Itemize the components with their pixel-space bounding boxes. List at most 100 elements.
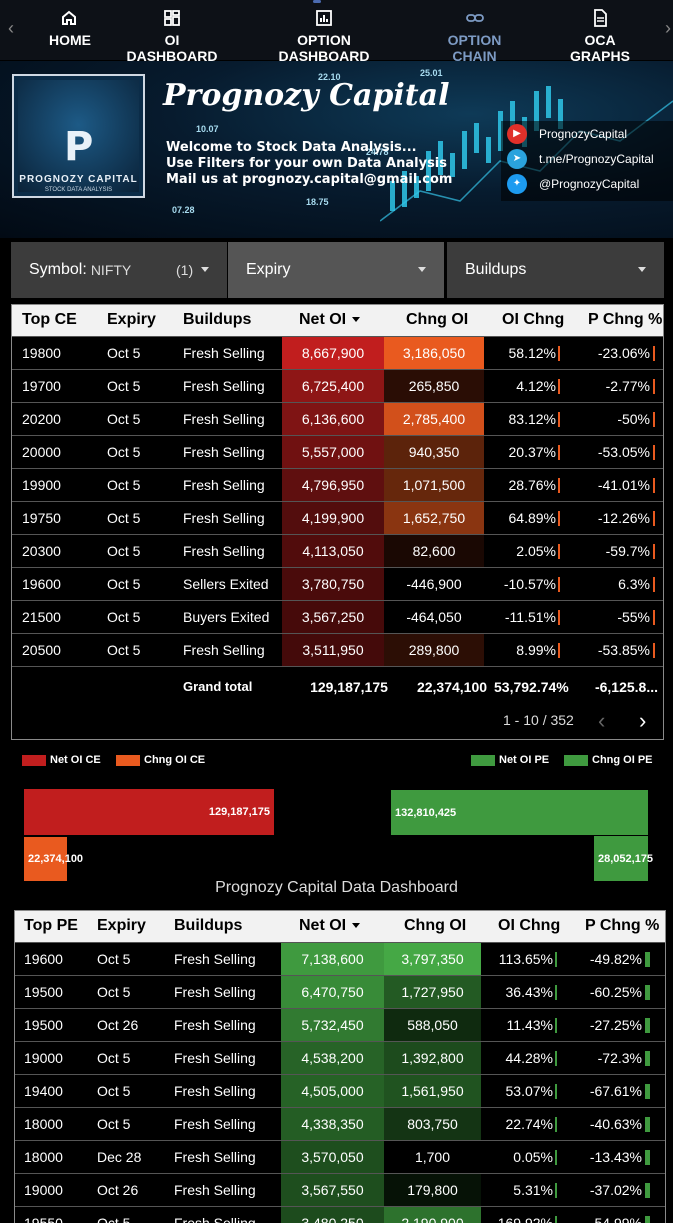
table-row[interactable]: 19550 Oct 5 Fresh Selling 3,480,250 2,190,90… xyxy=(15,1206,665,1223)
col-header-net-oi[interactable]: Net OI xyxy=(299,917,361,935)
cell-oi-chng: 113.65% xyxy=(498,951,553,967)
cell-expiry: Oct 5 xyxy=(107,477,141,493)
table-row[interactable]: 19600 Oct 5 Sellers Exited 3,780,750 -446,90… xyxy=(12,567,663,600)
cell-expiry: Oct 5 xyxy=(97,1083,131,1099)
chart-bar-net-oi-pe[interactable]: 132,810,425 xyxy=(391,790,648,835)
cell-oi-chng: 83.12% xyxy=(508,411,556,427)
nav-scroll-left-icon[interactable]: ‹ xyxy=(8,18,14,38)
cell-net-oi: 3,567,550 xyxy=(301,1182,364,1198)
table-row[interactable]: 19500 Oct 5 Fresh Selling 6,470,750 1,727,95… xyxy=(15,975,665,1008)
cell-buildup: Fresh Selling xyxy=(183,345,265,361)
table-row[interactable]: 18000 Oct 5 Fresh Selling 4,338,350 803,750 2… xyxy=(15,1107,665,1140)
table-row[interactable]: 19750 Oct 5 Fresh Selling 4,199,900 1,652,75… xyxy=(12,501,663,534)
table-row[interactable]: 19900 Oct 5 Fresh Selling 4,796,950 1,071,50… xyxy=(12,468,663,501)
cell-expiry: Oct 5 xyxy=(97,1116,131,1132)
buildups-filter[interactable]: Buildups xyxy=(447,242,664,298)
oi-chng-bar xyxy=(555,1216,557,1223)
col-header-net-oi[interactable]: Net OI xyxy=(299,311,361,329)
col-header-buildups[interactable]: Buildups xyxy=(174,917,243,934)
chart-bar-chng-oi-pe[interactable]: 28,052,175 xyxy=(594,836,653,881)
table-row[interactable]: 19600 Oct 5 Fresh Selling 7,138,600 3,797,35… xyxy=(15,942,665,975)
table-row[interactable]: 20200 Oct 5 Fresh Selling 6,136,600 2,785,40… xyxy=(12,402,663,435)
nav-oca-graphs[interactable]: OCA GRAPHS xyxy=(556,8,644,64)
chevron-down-icon xyxy=(201,267,209,272)
cell-expiry: Oct 5 xyxy=(107,576,141,592)
oi-chng-bar xyxy=(555,952,557,967)
cell-p-chng: -41.01% xyxy=(597,477,650,493)
legend-net-oi-ce: Net OI CE xyxy=(22,754,101,766)
table-row[interactable]: 19000 Oct 26 Fresh Selling 3,567,550 179,800… xyxy=(15,1173,665,1206)
cell-net-oi: 4,338,350 xyxy=(301,1116,364,1132)
cell-buildup: Fresh Selling xyxy=(174,1017,256,1033)
logo-title: PROGNOZY CAPITAL xyxy=(19,174,138,185)
nav-home[interactable]: HOME xyxy=(49,8,91,48)
oi-chng-bar xyxy=(558,577,560,592)
cell-net-oi: 3,480,250 xyxy=(301,1215,364,1223)
col-header-expiry[interactable]: Expiry xyxy=(97,917,146,934)
col-header-oi-chng[interactable]: OI Chng xyxy=(502,311,565,328)
net-oi-heat-cell xyxy=(281,976,384,1008)
welcome-line: Welcome to Stock Data Analysis... xyxy=(166,140,417,155)
table-row[interactable]: 20300 Oct 5 Fresh Selling 4,113,050 82,600 2.… xyxy=(12,534,663,567)
table-row[interactable]: 19000 Oct 5 Fresh Selling 4,538,200 1,392,80… xyxy=(15,1041,665,1074)
table-row[interactable]: 19700 Oct 5 Fresh Selling 6,725,400 265,850 4… xyxy=(12,369,663,402)
symbol-filter[interactable]: Symbol: NIFTY (1) xyxy=(11,242,227,298)
cell-strike: 18000 xyxy=(24,1116,63,1132)
cell-chng-oi: -464,050 xyxy=(406,609,462,625)
nav-option-dashboard[interactable]: OPTION DASHBOARD xyxy=(254,8,394,64)
table-row[interactable]: 19500 Oct 26 Fresh Selling 5,732,450 588,050… xyxy=(15,1008,665,1041)
cell-buildup: Fresh Selling xyxy=(174,1116,256,1132)
legend-label: Net OI PE xyxy=(499,754,550,766)
col-header-strike[interactable]: Top CE xyxy=(22,311,77,328)
col-header-chng-oi[interactable]: Chng OI xyxy=(406,311,469,328)
table-row[interactable]: 21500 Oct 5 Buyers Exited 3,567,250 -464,050… xyxy=(12,600,663,633)
chart-bar-chng-oi-ce[interactable]: 22,374,100 xyxy=(24,837,83,881)
chng-oi-heat-cell xyxy=(384,1075,481,1107)
nav-oi-dashboard[interactable]: OI DASHBOARD xyxy=(121,8,223,64)
cell-strike: 19900 xyxy=(22,477,61,493)
legend-net-oi-pe: Net OI PE xyxy=(471,754,549,766)
grand-total-p-chng: -6,125.8... xyxy=(594,679,658,695)
cell-strike: 19400 xyxy=(24,1083,63,1099)
table-row[interactable]: 20500 Oct 5 Fresh Selling 3,511,950 289,800 8… xyxy=(12,633,663,666)
col-header-oi-chng[interactable]: OI Chng xyxy=(498,917,561,934)
prev-page-icon[interactable]: ‹ xyxy=(598,708,606,733)
cell-chng-oi: 1,652,750 xyxy=(402,510,466,526)
cell-p-chng: -72.3% xyxy=(597,1050,642,1066)
next-page-icon[interactable]: › xyxy=(639,708,647,733)
cell-expiry: Oct 5 xyxy=(107,510,141,526)
sort-desc-icon xyxy=(352,317,361,323)
p-chng-bar xyxy=(653,544,655,559)
chevron-down-icon xyxy=(638,267,646,272)
col-header-chng-oi[interactable]: Chng OI xyxy=(404,917,467,934)
oi-chng-bar xyxy=(555,1183,557,1198)
table-row[interactable]: 19400 Oct 5 Fresh Selling 4,505,000 1,561,95… xyxy=(15,1074,665,1107)
social-youtube[interactable]: ▶ PrognozyCapital xyxy=(501,121,673,146)
chng-oi-heat-cell xyxy=(384,436,484,468)
tick-label: 07.28 xyxy=(172,205,195,215)
col-header-expiry[interactable]: Expiry xyxy=(107,311,156,328)
tick-label: 24.78 xyxy=(366,147,389,157)
nav-home-label: HOME xyxy=(49,32,91,48)
expiry-filter[interactable]: Expiry xyxy=(228,242,444,298)
social-twitter[interactable]: ✦ @PrognozyCapital xyxy=(501,171,673,196)
link-icon xyxy=(465,14,484,22)
nav-option-chain[interactable]: OPTION CHAIN xyxy=(425,8,524,64)
table-row[interactable]: 20000 Oct 5 Fresh Selling 5,557,000 940,350 2… xyxy=(12,435,663,468)
cell-net-oi: 6,470,750 xyxy=(301,984,364,1000)
net-oi-heat-cell xyxy=(281,1042,384,1074)
chart-bar-net-oi-ce[interactable]: 129,187,175 xyxy=(24,789,274,835)
welcome-line: Use Filters for your own Data Analysis xyxy=(166,156,448,171)
col-header-buildups[interactable]: Buildups xyxy=(183,311,252,328)
table-row[interactable]: 19800 Oct 5 Fresh Selling 8,667,900 3,186,05… xyxy=(12,336,663,369)
col-header-strike[interactable]: Top PE xyxy=(24,917,78,934)
nav-scroll-right-icon[interactable]: › xyxy=(665,18,671,38)
col-header-p-chng[interactable]: P Chng % xyxy=(588,311,663,328)
legend-label: Chng OI PE xyxy=(592,754,653,766)
cell-p-chng: -37.02% xyxy=(589,1182,642,1198)
col-header-p-chng[interactable]: P Chng % xyxy=(585,917,660,934)
cell-buildup: Buyers Exited xyxy=(183,609,270,625)
table-row[interactable]: 18000 Dec 28 Fresh Selling 3,570,050 1,700 0.… xyxy=(15,1140,665,1173)
symbol-filter-value: NIFTY xyxy=(90,262,132,278)
social-telegram[interactable]: ➤ t.me/PrognozyCapital xyxy=(501,146,673,171)
